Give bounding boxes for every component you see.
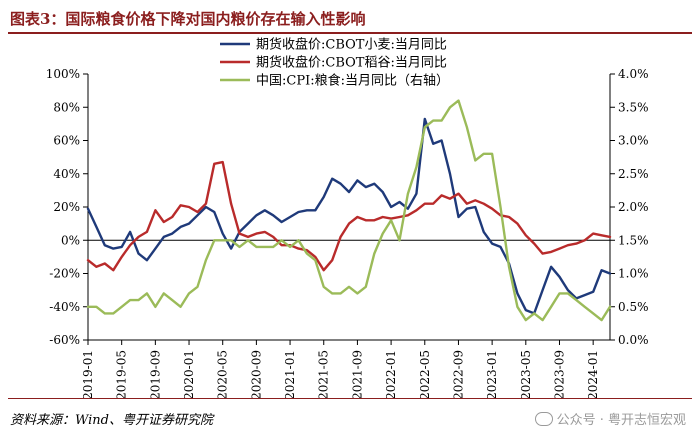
y-left-tick-label: 40% <box>53 167 80 181</box>
x-tick-label: 2024-01 <box>586 350 600 398</box>
watermark: 公众号 · 粤开志恒宏观 <box>534 409 686 428</box>
x-tick-label: 2020-09 <box>249 350 263 398</box>
legend-label-1: 期货收盘价:CBOT小麦:当月同比 <box>256 37 447 53</box>
x-tick-label: 2022-01 <box>384 350 398 398</box>
x-tick-label: 2022-09 <box>451 350 465 398</box>
y-left-tick-label: 60% <box>53 134 80 148</box>
source-note: 资料来源：Wind、粤开证券研究院 <box>10 413 213 428</box>
x-tick-label: 2020-05 <box>216 350 230 398</box>
series-line-2 <box>86 160 612 272</box>
y-right-tick-label: 3.0% <box>618 134 649 148</box>
series-line-3 <box>86 99 612 322</box>
y-left-tick-label: -60% <box>49 333 80 347</box>
series-line-1 <box>86 117 612 315</box>
legend-label-3: 中国:CPI:粮食:当月同比（右轴） <box>256 73 449 89</box>
y-right-tick-label: 0.0% <box>618 333 649 347</box>
x-tick-label: 2022-05 <box>418 350 432 398</box>
y-right-tick-label: 1.0% <box>618 267 649 281</box>
y-left-tick-label: 20% <box>53 200 80 214</box>
y-right-tick-label: 0.5% <box>618 300 649 314</box>
x-tick-label: 2021-05 <box>317 350 331 398</box>
y-left-tick-label: -20% <box>49 267 80 281</box>
x-tick-label: 2019-09 <box>148 350 162 398</box>
y-left-tick-label: 100% <box>46 67 80 81</box>
x-tick-label: 2020-01 <box>182 350 196 398</box>
x-tick-label: 2023-05 <box>519 350 533 398</box>
y-right-tick-label: 1.5% <box>618 233 649 247</box>
x-tick-label: 2021-01 <box>283 350 297 398</box>
y-right-tick-label: 3.5% <box>618 100 649 114</box>
y-left-tick-label: -40% <box>49 300 80 314</box>
x-tick-label: 2023-09 <box>552 350 566 398</box>
chart-title: 图表3：国际粮食价格下降对国内粮价存在输入性影响 <box>10 10 366 28</box>
footer-bar: 资料来源：Wind、粤开证券研究院 公众号 · 粤开志恒宏观 <box>8 398 692 443</box>
y-right-tick-label: 2.5% <box>618 167 649 181</box>
wechat-icon <box>534 412 553 426</box>
x-tick-label: 2023-01 <box>485 350 499 398</box>
legend-label-2: 期货收盘价:CBOT稻谷:当月同比 <box>256 55 447 71</box>
title-bar: 图表3：国际粮食价格下降对国内粮价存在输入性影响 <box>8 4 692 34</box>
line-chart: -60% -40% -20% 0% 20% 40% 60% 80% 100% 0.0% 0.5% 1.… <box>46 37 649 399</box>
x-tick-label: 2021-09 <box>350 350 364 398</box>
x-tick-label: 2019-05 <box>115 350 129 398</box>
y-left-tick-label: 0% <box>61 233 80 247</box>
x-tick-label: 2019-01 <box>81 350 95 398</box>
y-right-tick-label: 2.0% <box>618 200 649 214</box>
y-left-tick-label: 80% <box>53 100 80 114</box>
y-right-tick-label: 4.0% <box>618 67 649 81</box>
watermark-text: 公众号 · 粤开志恒宏观 <box>556 413 686 428</box>
